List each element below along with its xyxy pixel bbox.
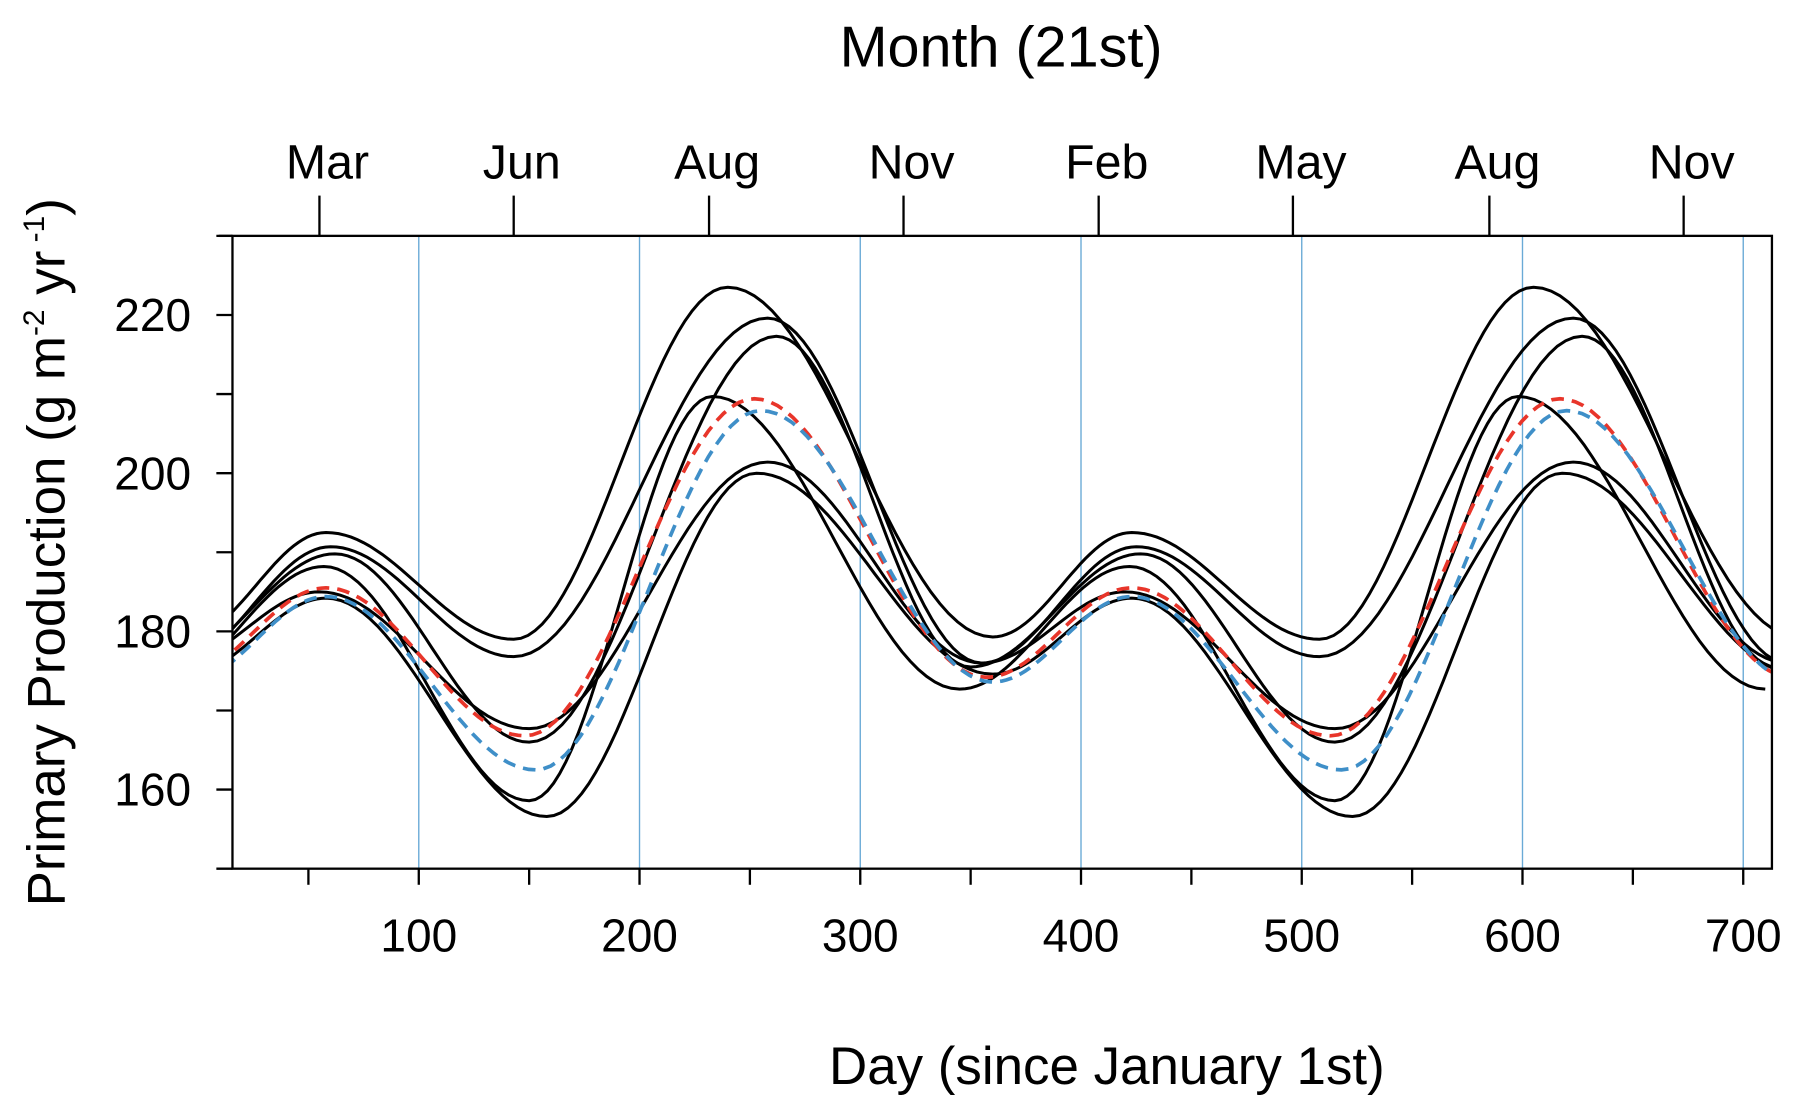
- x-tick-label: 100: [380, 910, 457, 962]
- series-line-2: [232, 316, 1772, 665]
- series-line-4: [232, 394, 1766, 803]
- month-tick-label: Nov: [869, 135, 955, 189]
- x-tick-label: 400: [1043, 910, 1120, 962]
- series-line-5: [232, 460, 1772, 731]
- y-tick-label: 160: [114, 764, 191, 816]
- series-line-3: [232, 334, 1772, 744]
- month-tick-label: Nov: [1649, 135, 1735, 189]
- series-lines: [232, 285, 1772, 818]
- y-label-mid: yr: [17, 251, 76, 310]
- x-tick-label: 300: [822, 910, 899, 962]
- x-tick-label: 500: [1263, 910, 1340, 962]
- y-axis-label: Primary Production (g m-2 yr -1): [17, 198, 76, 906]
- series-line-6: [232, 471, 1772, 818]
- y-tick-label: 220: [114, 289, 191, 341]
- y-label-end: ): [17, 198, 76, 216]
- month-tick-label: May: [1255, 135, 1347, 189]
- month-tick-label: Aug: [1454, 135, 1540, 189]
- y-tick-label: 180: [114, 605, 191, 657]
- series-line-7: [232, 396, 1772, 738]
- series-line-8: [232, 408, 1772, 772]
- x-axis: 100 200 300 400 500 600 700: [307, 868, 1782, 962]
- y-label-main: Primary Production (g m: [17, 336, 76, 906]
- x-tick-label: 200: [601, 910, 678, 962]
- y-label-sup2: -1: [18, 216, 51, 251]
- series-line-1: [232, 285, 1772, 641]
- month-tick-label: Aug: [674, 135, 760, 189]
- month-axis: Mar Jun Aug Nov Feb May Aug Nov: [218, 135, 1735, 238]
- month-tick-label: Feb: [1065, 135, 1148, 189]
- x-tick-label: 700: [1705, 910, 1782, 962]
- y-tick-label: 200: [114, 447, 191, 499]
- month-tick-label: Mar: [286, 135, 369, 189]
- month-tick-label: Jun: [483, 135, 561, 189]
- y-axis: 160 180 200 220: [114, 234, 233, 870]
- x-tick-label: 600: [1484, 910, 1561, 962]
- y-label-sup1: -2: [18, 309, 51, 336]
- vertical-gridlines: [418, 235, 1744, 869]
- x-axis-label: Day (since January 1st): [829, 1037, 1385, 1096]
- chart-title: Month (21st): [840, 16, 1163, 80]
